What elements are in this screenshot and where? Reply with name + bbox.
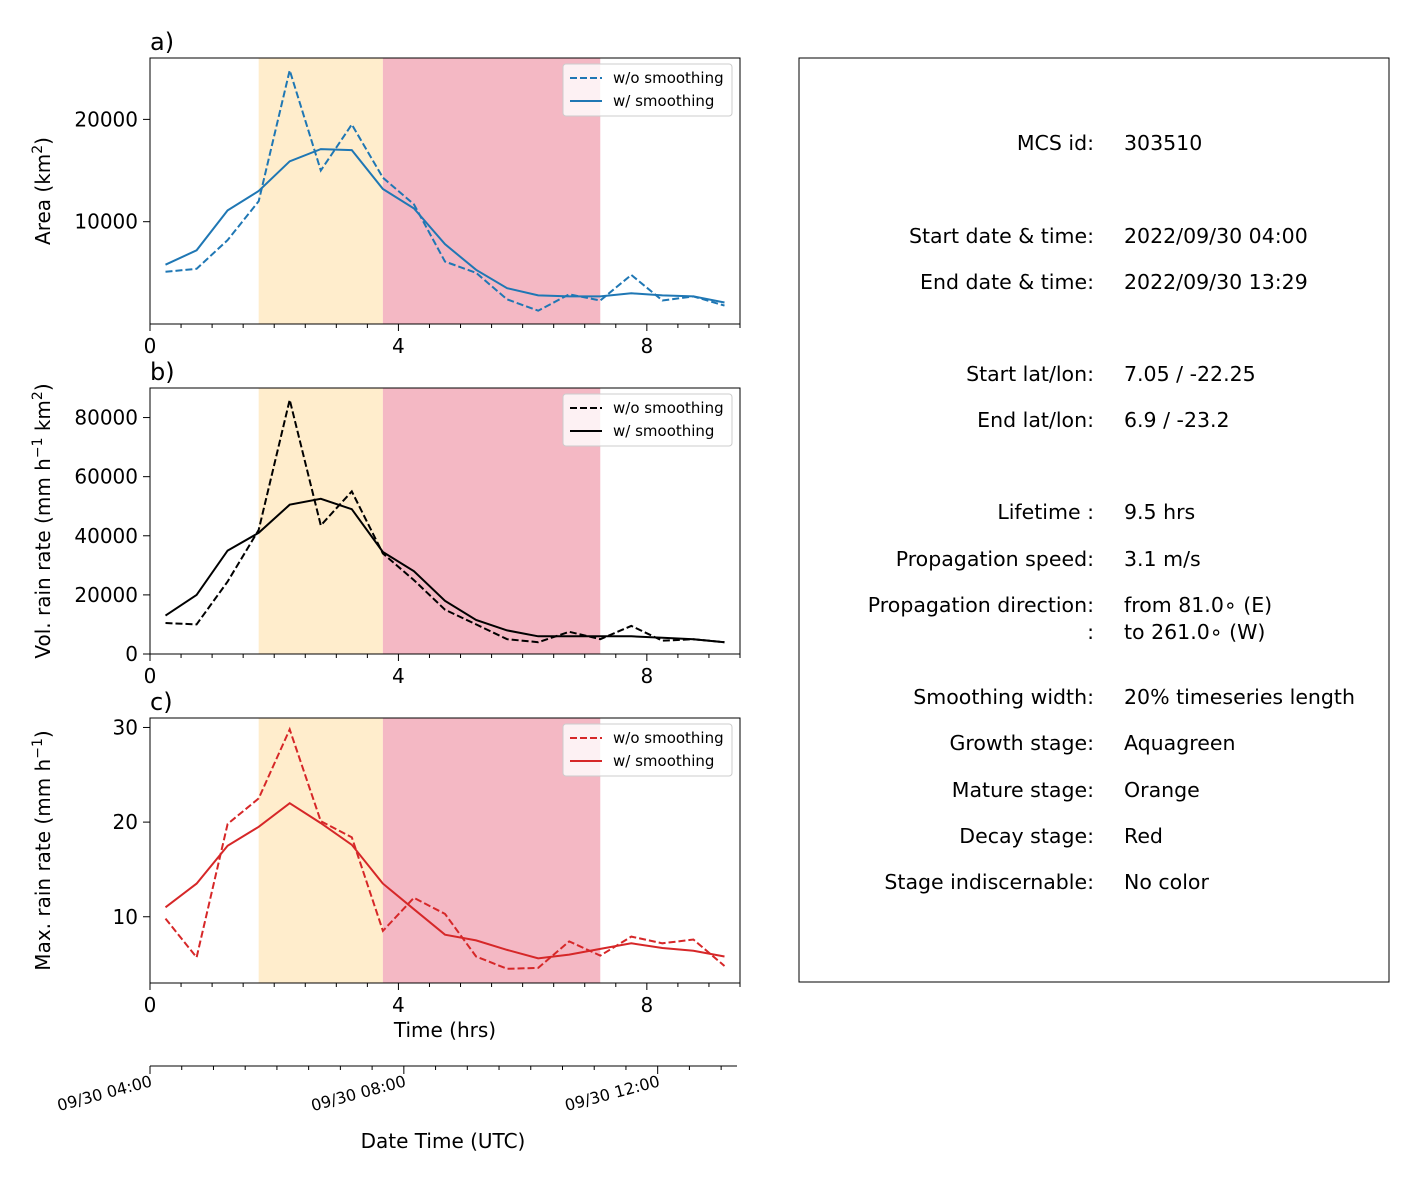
info-key: Start lat/lon: [966,362,1094,386]
panel-letter: a) [150,28,174,56]
legend-entry: w/o smoothing [613,399,724,417]
figure: 0 4 81000020000a)Area (km2)w/o smoothingw/… [0,0,1419,1181]
info-key: Smoothing width: [913,685,1094,709]
stage-band-mature [259,58,383,324]
info-key: MCS id: [1017,131,1094,155]
y-tick-label: 0 [125,642,138,666]
info-row: Mature stage: Orange [952,778,1200,802]
y-label-superscript: 2 [30,391,46,400]
legend-entry: w/o smoothing [613,69,724,87]
y-label-text: Area (km [31,154,55,245]
y-tick-label: 60000 [74,465,138,489]
x-tick-label: 8 [640,334,653,358]
info-key: Lifetime : [997,500,1094,524]
info-key: Propagation direction: [868,593,1094,617]
y-axis-label: Max. rain rate (mm h−1) [30,730,55,970]
legend: w/o smoothing w/ smoothing [563,64,732,116]
panel-letter: b) [150,358,175,386]
info-row: Decay stage: Red [959,824,1163,848]
info-value: 2022/09/30 04:00 [1124,224,1308,248]
info-value: Red [1124,824,1163,848]
date-axis-label: Date Time (UTC) [361,1129,526,1153]
legend-entry: w/ smoothing [613,752,714,770]
figure-background [0,0,1419,1181]
info-value: 9.5 hrs [1124,500,1195,524]
info-value: to 261.0∘ (W) [1124,620,1265,644]
info-value: 3.1 m/s [1124,547,1201,571]
legend: w/o smoothing w/ smoothing [563,724,732,776]
info-key: End date & time: [920,270,1094,294]
y-label-text: ) [31,383,55,391]
info-value: 20% timeseries length [1124,685,1355,709]
info-value: from 81.0∘ (E) [1124,593,1272,617]
stage-band-mature [259,388,383,654]
info-key: Growth stage: [949,731,1094,755]
info-key: Mature stage: [952,778,1094,802]
info-value: 7.05 / -22.25 [1124,362,1256,386]
info-key: End lat/lon: [977,408,1094,432]
info-key: Decay stage: [959,824,1094,848]
y-label-superscript: −1 [30,438,46,459]
info-row: Propagation direction: from 81.0∘ (E) [868,593,1272,617]
x-tick-label: 0 [144,334,157,358]
y-label-text: km [31,400,55,437]
info-value: Aquagreen [1124,731,1235,755]
y-tick-label: 20 [113,810,138,834]
y-tick-label: 10000 [74,210,138,234]
info-key: Start date & time: [909,224,1094,248]
y-label-text: Max. rain rate (mm h [31,759,55,971]
x-tick-label: 0 [144,664,157,688]
x-tick-label: 0 [144,993,157,1017]
y-label-text: Vol. rain rate (mm h [31,458,55,659]
y-tick-label: 20000 [74,107,138,131]
y-label-text: ) [31,730,55,738]
info-row: Stage indiscernable: No color [884,870,1209,894]
info-value: No color [1124,870,1209,894]
legend-entry: w/ smoothing [613,422,714,440]
y-tick-label: 80000 [74,406,138,430]
x-tick-label: 4 [392,334,405,358]
info-value: 2022/09/30 13:29 [1124,270,1308,294]
y-label-superscript: 2 [30,145,46,154]
x-axis-label: Time (hrs) [393,1018,496,1042]
x-tick-label: 4 [392,664,405,688]
y-tick-label: 20000 [74,583,138,607]
info-row: Smoothing width: 20% timeseries length [913,685,1355,709]
panel-letter: c) [150,688,173,716]
info-value: 6.9 / -23.2 [1124,408,1230,432]
info-key: Stage indiscernable: [884,870,1094,894]
y-tick-label: 30 [113,715,138,739]
y-label-text: ) [31,137,55,145]
x-tick-label: 8 [640,664,653,688]
info-row: Growth stage: Aquagreen [949,731,1235,755]
legend: w/o smoothing w/ smoothing [563,394,732,446]
info-key: : [1087,620,1094,644]
info-row: Propagation speed: 3.1 m/s [896,547,1201,571]
y-tick-label: 40000 [74,524,138,548]
y-label-superscript: −1 [30,738,46,759]
info-value: 303510 [1124,131,1202,155]
x-tick-label: 8 [640,993,653,1017]
y-axis-label: Vol. rain rate (mm h−1 km2) [30,383,55,658]
info-key: Propagation speed: [896,547,1094,571]
legend-entry: w/o smoothing [613,729,724,747]
info-value: Orange [1124,778,1200,802]
x-tick-label: 4 [392,993,405,1017]
legend-entry: w/ smoothing [613,92,714,110]
y-tick-label: 10 [113,905,138,929]
